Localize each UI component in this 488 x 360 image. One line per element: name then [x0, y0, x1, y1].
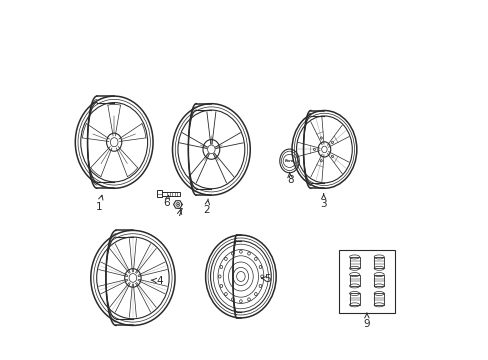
Bar [373, 293, 384, 305]
Bar [349, 257, 359, 268]
Bar [373, 275, 384, 286]
Text: Ford: Ford [284, 159, 294, 163]
Text: 1: 1 [95, 195, 102, 212]
Bar [373, 257, 384, 268]
Bar [349, 293, 359, 305]
Bar [156, 190, 162, 197]
Text: 2: 2 [203, 199, 209, 215]
Text: 8: 8 [286, 172, 293, 185]
Text: 7: 7 [176, 208, 183, 219]
Text: 9: 9 [363, 313, 369, 329]
Bar [349, 275, 359, 286]
Text: 6: 6 [163, 195, 169, 208]
Bar [338, 250, 394, 313]
Text: 5: 5 [261, 274, 271, 284]
Text: 3: 3 [320, 194, 326, 210]
Text: 4: 4 [151, 276, 163, 286]
